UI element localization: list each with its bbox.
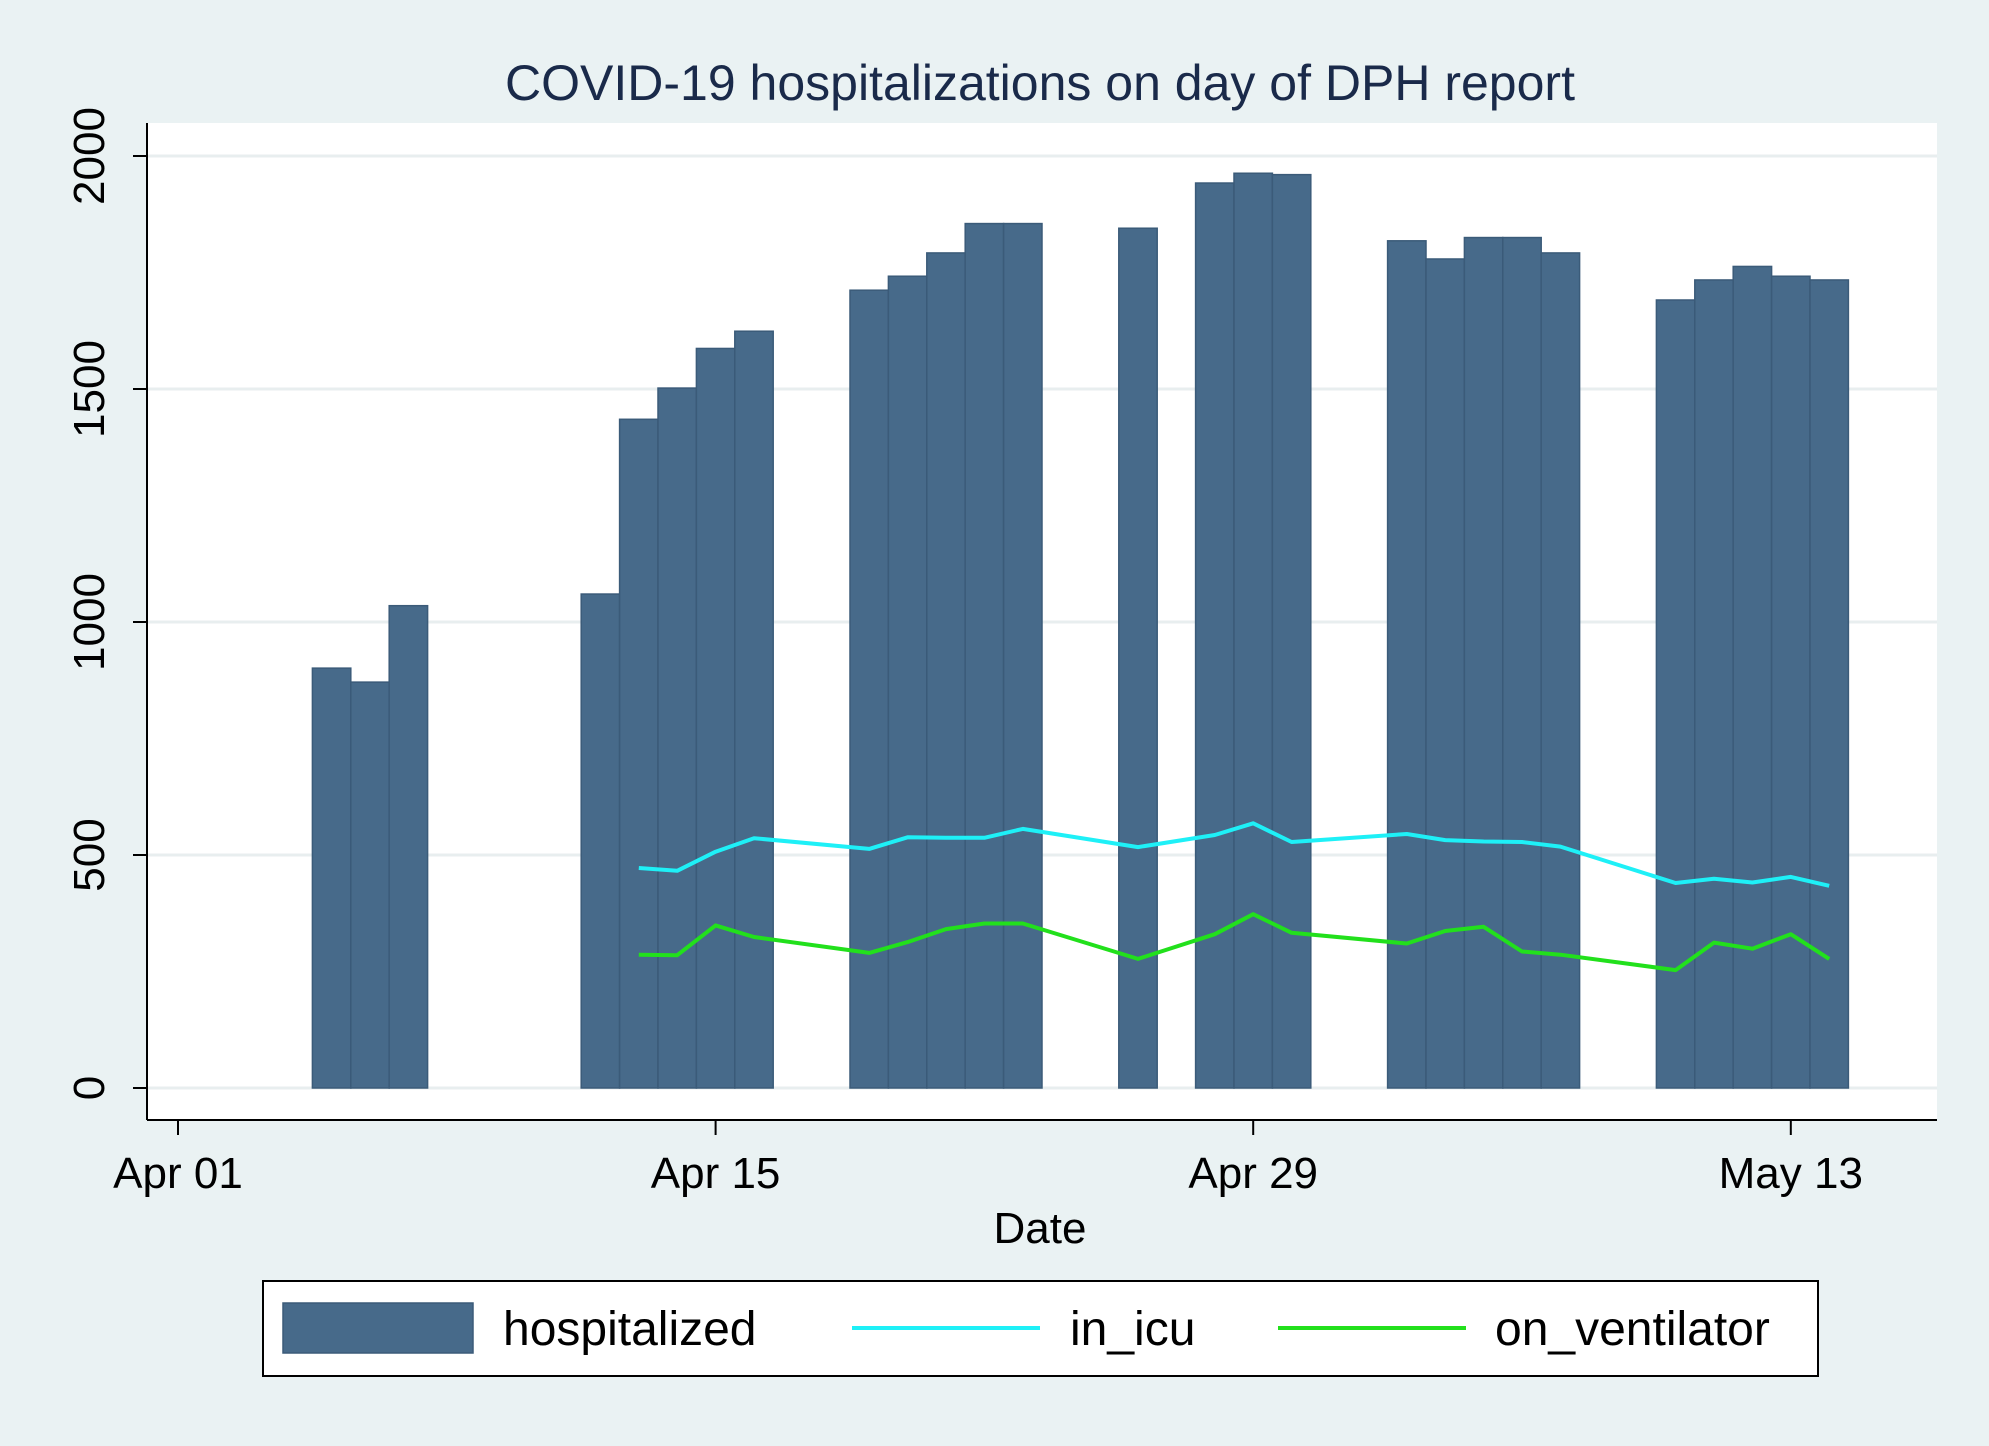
bar-hospitalized (618, 418, 659, 1089)
bar-hospitalized (1425, 258, 1466, 1089)
bar-hospitalized (1118, 227, 1158, 1089)
bar-hospitalized (964, 222, 1005, 1089)
x-tick-label: Apr 01 (113, 1149, 243, 1198)
x-axis-title: Date (994, 1204, 1087, 1253)
bar-hospitalized (1002, 222, 1043, 1089)
line-in_icu (638, 821, 1830, 888)
line-on_ventilator (638, 912, 1831, 973)
line-series (638, 821, 1831, 973)
bar-hospitalized (1194, 182, 1235, 1089)
y-axis-ticks: 0 500 1000 1500 2000 (65, 107, 147, 1100)
y-tick-label: 500 (65, 818, 114, 891)
bar-hospitalized (695, 347, 736, 1089)
bar-hospitalized (657, 387, 698, 1089)
bar-hospitalized (580, 593, 621, 1089)
bar-hospitalized (1463, 236, 1504, 1089)
chart-title: COVID-19 hospitalizations on day of DPH … (505, 55, 1575, 111)
legend-label-in_icu: in_icu (1070, 1303, 1195, 1356)
legend-label-hospitalized: hospitalized (503, 1303, 757, 1356)
legend: hospitalized in_icu on_ventilator (262, 1280, 1819, 1377)
bar-hospitalized (1732, 265, 1773, 1089)
x-axis-ticks: Apr 01 Apr 15 Apr 29 May 13 (113, 1120, 1863, 1198)
bar-hospitalized (1655, 299, 1696, 1089)
bar-hospitalized (926, 252, 966, 1089)
x-tick-label: Apr 29 (1188, 1149, 1318, 1198)
bar-hospitalized (1770, 275, 1811, 1089)
bar-hospitalized (1386, 240, 1427, 1089)
x-tick-label: May 13 (1719, 1149, 1863, 1198)
bar-hospitalized (734, 330, 774, 1089)
legend-label-on_ventilator: on_ventilator (1495, 1303, 1770, 1356)
bar-hospitalized (1809, 279, 1850, 1089)
y-tick-label: 0 (65, 1076, 114, 1100)
bar-hospitalized (1694, 279, 1734, 1089)
bar-hospitalized (1540, 252, 1581, 1089)
x-tick-label: Apr 15 (651, 1149, 781, 1198)
legend-swatch-hospitalized (282, 1302, 474, 1354)
bar-series-hospitalized (311, 172, 1850, 1089)
y-tick-label: 2000 (65, 107, 114, 205)
bar-hospitalized (311, 667, 352, 1089)
y-tick-label: 1000 (65, 573, 114, 671)
bar-hospitalized (388, 604, 429, 1089)
bar-hospitalized (1233, 172, 1274, 1089)
y-tick-label: 1500 (65, 340, 114, 438)
bar-hospitalized (887, 275, 928, 1089)
bar-hospitalized (1271, 173, 1312, 1089)
bar-hospitalized (849, 289, 890, 1089)
legend-box (262, 1280, 1819, 1377)
bar-hospitalized (1502, 236, 1542, 1089)
bar-hospitalized (350, 681, 390, 1089)
